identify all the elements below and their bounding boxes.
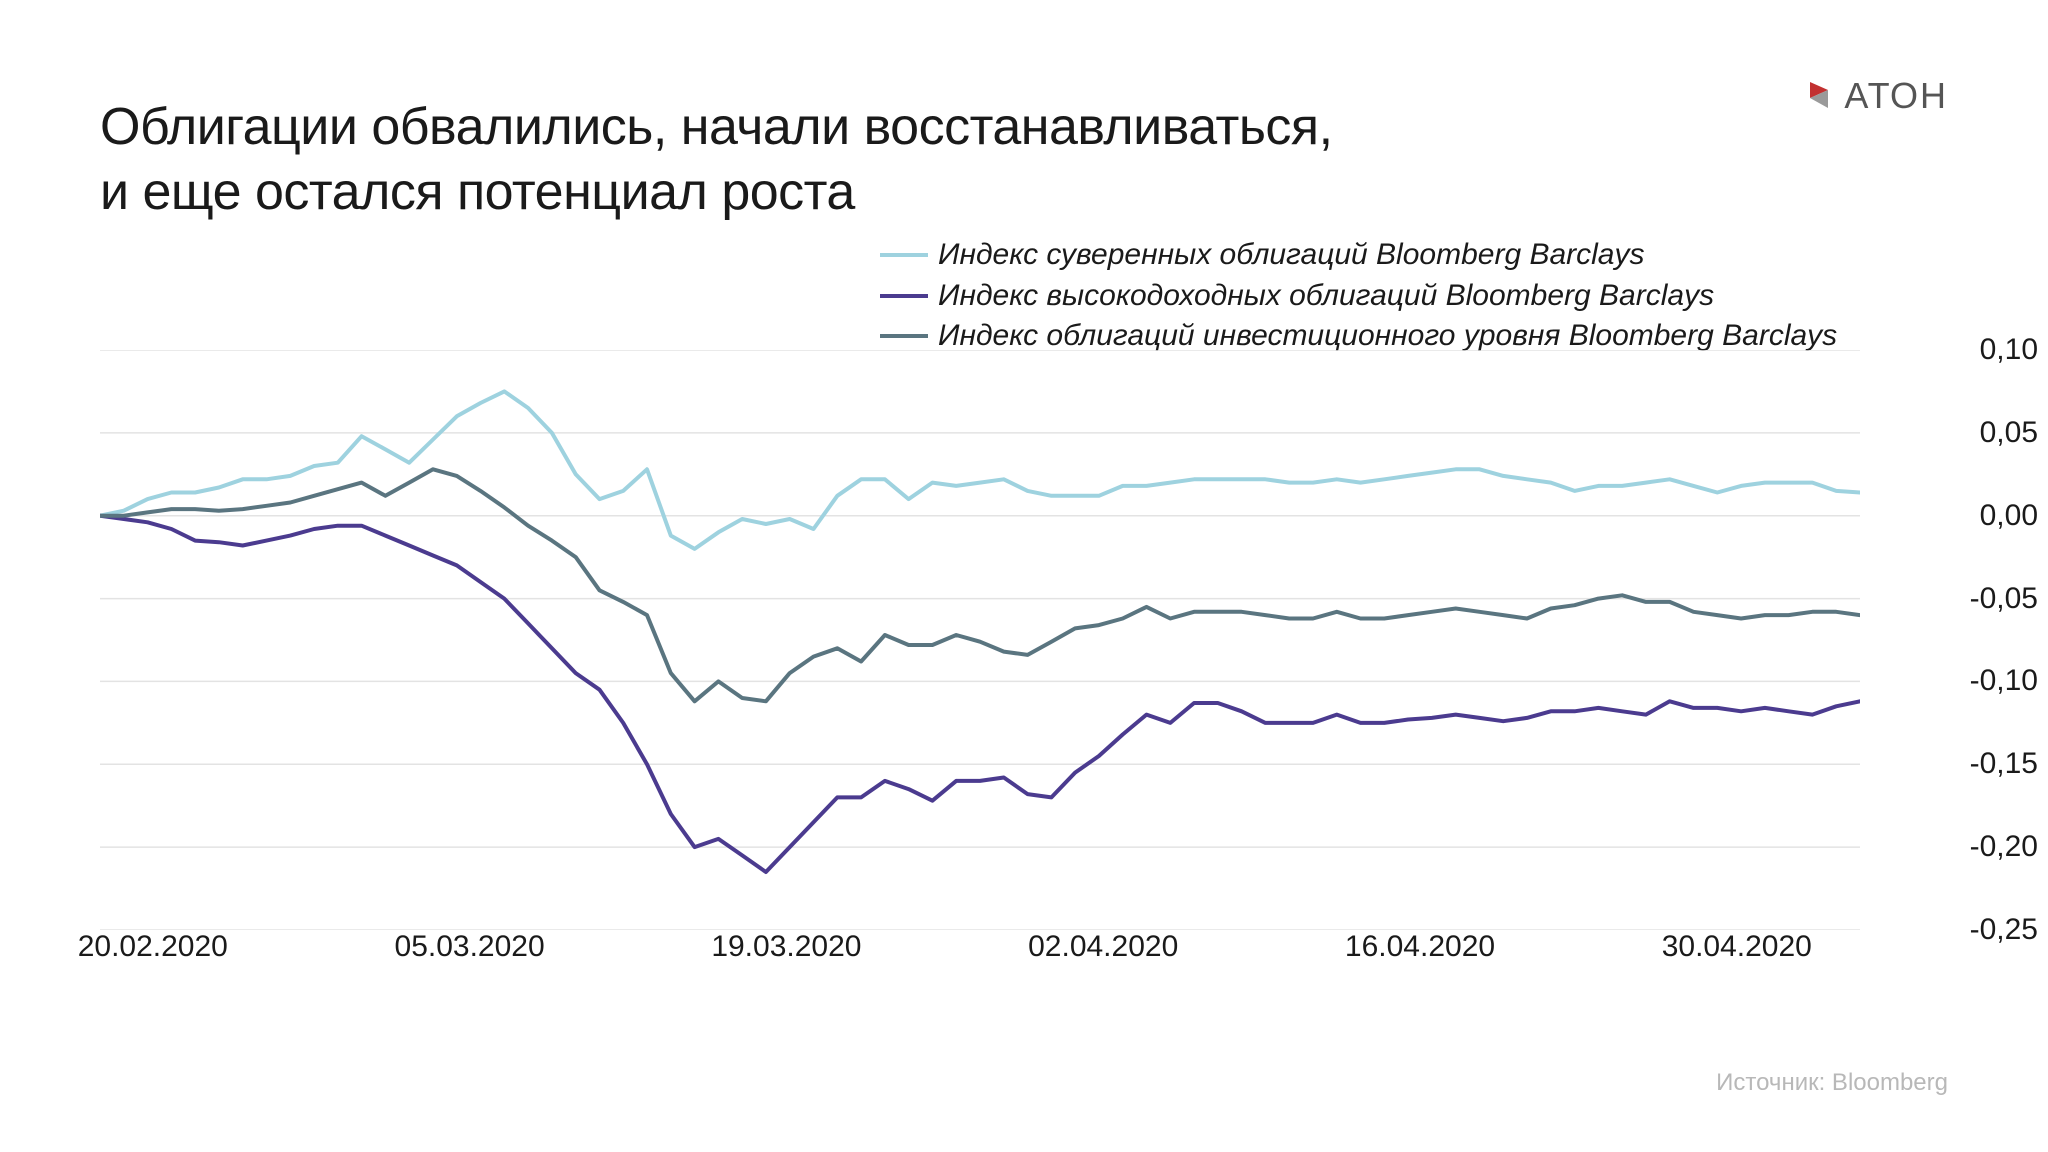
chart-area: Индекс суверенных облигаций Bloomberg Ba…: [100, 235, 1948, 955]
y-tick-label: -0,20: [1970, 830, 2038, 864]
legend-label: Индекс высокодоходных облигаций Bloomber…: [938, 276, 1714, 317]
legend-item-high-yield: Индекс высокодоходных облигаций Bloomber…: [880, 276, 1837, 317]
legend-label: Индекс суверенных облигаций Bloomberg Ba…: [938, 235, 1645, 276]
y-tick-label: -0,10: [1970, 664, 2038, 698]
y-tick-label: 0,10: [1980, 333, 2038, 367]
logo-text: АТОН: [1844, 75, 1948, 117]
chart-title: Облигации обвалились, начали восстанавли…: [100, 95, 1333, 225]
line-chart-svg: [100, 350, 1860, 930]
title-line-2: и еще остался потенциал роста: [100, 163, 855, 221]
y-tick-label: -0,05: [1970, 582, 2038, 616]
legend-swatch: [880, 253, 928, 257]
y-tick-label: -0,15: [1970, 747, 2038, 781]
data-lines: [100, 391, 1860, 872]
x-tick-label: 30.04.2020: [1662, 930, 1812, 964]
y-tick-label: 0,05: [1980, 416, 2038, 450]
x-tick-label: 05.03.2020: [395, 930, 545, 964]
slide: Облигации обвалились, начали восстанавли…: [0, 0, 2048, 1152]
logo-triangles-icon: [1802, 78, 1838, 114]
x-tick-label: 16.04.2020: [1345, 930, 1495, 964]
source-attribution: Источник: Bloomberg: [1716, 1069, 1948, 1097]
series-line: [100, 469, 1860, 701]
legend-item-sovereign: Индекс суверенных облигаций Bloomberg Ba…: [880, 235, 1837, 276]
x-axis-labels: 20.02.202005.03.202019.03.202002.04.2020…: [100, 930, 1860, 1000]
legend-swatch: [880, 334, 928, 338]
x-tick-label: 02.04.2020: [1028, 930, 1178, 964]
series-line: [100, 516, 1860, 872]
y-tick-label: -0,25: [1970, 913, 2038, 947]
y-tick-label: 0,00: [1980, 499, 2038, 533]
brand-logo: АТОН: [1802, 75, 1948, 117]
title-line-1: Облигации обвалились, начали восстанавли…: [100, 98, 1333, 156]
legend: Индекс суверенных облигаций Bloomberg Ba…: [880, 235, 1837, 357]
legend-swatch: [880, 294, 928, 298]
x-tick-label: 19.03.2020: [711, 930, 861, 964]
x-tick-label: 20.02.2020: [78, 930, 228, 964]
